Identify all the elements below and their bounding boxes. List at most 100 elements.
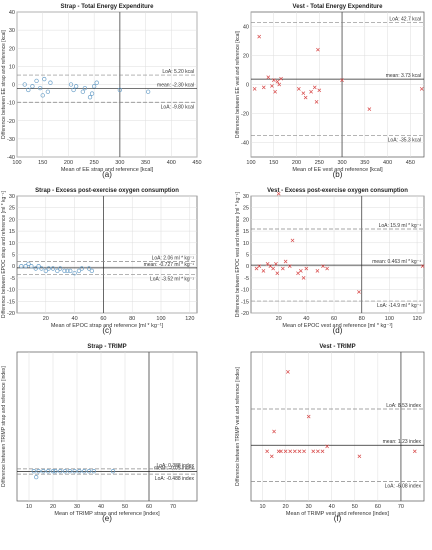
y-tick-label: -10 xyxy=(241,288,249,294)
data-point xyxy=(22,82,27,87)
x-tick-label: 20 xyxy=(50,504,56,510)
data-point xyxy=(82,85,88,91)
y-tick-label: 25 xyxy=(243,206,249,212)
data-point xyxy=(94,80,99,85)
data-point xyxy=(292,449,297,454)
y-tick-label: 30 xyxy=(9,194,15,200)
y-tick-label: 15 xyxy=(243,229,249,235)
data-point xyxy=(270,84,274,88)
y-tick-label: -5 xyxy=(244,276,249,282)
y-axis-label: Difference between EE vest and reference… xyxy=(235,30,241,138)
data-point xyxy=(283,259,288,264)
x-tick-label: 300 xyxy=(337,160,346,166)
loa_upper-label: LoA: 8.53 index xyxy=(386,403,421,409)
data-point xyxy=(19,264,24,269)
loa_lower-label: LoA: -3.52 ml * kg⁻¹ xyxy=(150,276,194,282)
data-point xyxy=(46,266,51,271)
loa_upper-label: LoA: 5.20 kcal xyxy=(162,69,194,75)
data-point xyxy=(321,264,325,269)
y-axis-label: Difference between EPOC vest and referen… xyxy=(235,191,241,317)
x-tick-label: 20 xyxy=(276,316,282,322)
mean-label: mean: -0.05 index xyxy=(154,465,195,471)
data-point xyxy=(275,79,280,84)
data-point xyxy=(50,469,56,474)
y-tick-label: -15 xyxy=(7,299,15,305)
data-point xyxy=(145,89,151,94)
panel-caption: (b) xyxy=(333,170,343,179)
data-point xyxy=(29,264,34,269)
data-point xyxy=(269,454,274,459)
data-point xyxy=(297,449,302,454)
data-point xyxy=(40,93,45,98)
y-tick-label: 20 xyxy=(243,217,249,223)
data-point xyxy=(68,82,74,87)
data-point xyxy=(257,264,262,269)
data-point xyxy=(302,449,306,454)
y-tick-label: 0 xyxy=(246,264,249,270)
data-point xyxy=(279,76,283,81)
y-tick-label: 40 xyxy=(9,10,15,16)
y-tick-label: 10 xyxy=(9,241,15,247)
data-point xyxy=(265,449,269,454)
panel-caption: (f) xyxy=(334,514,342,523)
data-point xyxy=(37,85,43,91)
y-tick-label: -20 xyxy=(241,112,249,118)
x-tick-label: 40 xyxy=(72,316,78,322)
data-point xyxy=(325,266,329,271)
y-tick-label: 0 xyxy=(246,83,249,89)
data-point xyxy=(89,268,95,274)
x-tick-label: 60 xyxy=(146,504,152,510)
chart-title: Strap - Excess post-exercise oxygen cons… xyxy=(35,188,179,194)
data-point xyxy=(314,100,319,104)
data-point xyxy=(42,76,47,82)
chart-panel-1: 100 150 200 250 300 350 400 450 -40 -30 -20 -10 0 10 2… xyxy=(1,4,202,179)
data-point xyxy=(87,95,93,100)
loa_lower-label: LoA: -35.3 kcal xyxy=(388,138,421,144)
x-tick-label: 350 xyxy=(360,160,369,166)
data-point xyxy=(304,266,309,271)
panel-caption: (c) xyxy=(102,326,112,335)
y-tick-label: -15 xyxy=(241,299,249,305)
data-point xyxy=(325,444,329,449)
data-point xyxy=(290,238,295,243)
data-point xyxy=(34,475,39,480)
y-tick-label: -10 xyxy=(7,101,15,107)
plot-area xyxy=(250,351,425,502)
chart-title: Strap - TRIMP xyxy=(87,344,126,350)
data-point xyxy=(273,89,277,94)
mean-label: mean: 3.73 kcal xyxy=(386,73,421,79)
data-point xyxy=(58,469,63,474)
y-tick-label: -40 xyxy=(7,155,15,161)
data-point xyxy=(71,87,76,93)
x-tick-label: 100 xyxy=(12,160,21,166)
data-point xyxy=(86,266,92,271)
loa_lower-label: LoA: -9.80 kcal xyxy=(161,104,194,110)
data-point xyxy=(55,268,60,274)
x-tick-label: 30 xyxy=(74,504,80,510)
loa_upper-label: LoA: 15.9 ml * kg⁻¹ xyxy=(379,223,422,229)
loa_lower-label: LoA: -14.9 ml * kg⁻¹ xyxy=(377,303,421,309)
y-tick-label: -20 xyxy=(7,311,15,317)
data-point xyxy=(266,75,271,80)
data-point xyxy=(33,266,38,271)
data-point xyxy=(65,268,70,274)
loa_upper-label: LoA: 2.06 ml * kg⁻¹ xyxy=(152,255,195,261)
x-axis-label: Mean of TRIMP vest and reference [index] xyxy=(286,511,390,517)
data-point xyxy=(301,91,306,96)
x-tick-label: 200 xyxy=(64,160,73,166)
data-point xyxy=(62,469,68,474)
x-tick-label: 80 xyxy=(129,316,135,322)
mean-label: mean: 1.23 index xyxy=(383,439,422,445)
y-tick-label: 30 xyxy=(243,194,249,200)
y-tick-label: 10 xyxy=(243,241,249,247)
loa_lower-label: LoA: -0.488 index xyxy=(155,476,195,482)
data-point xyxy=(298,269,303,273)
x-tick-label: 40 xyxy=(98,504,104,510)
data-point xyxy=(279,449,283,454)
data-point xyxy=(34,78,39,84)
data-point xyxy=(67,469,72,474)
data-point xyxy=(340,78,344,82)
data-point xyxy=(357,454,362,459)
data-point xyxy=(26,261,31,267)
